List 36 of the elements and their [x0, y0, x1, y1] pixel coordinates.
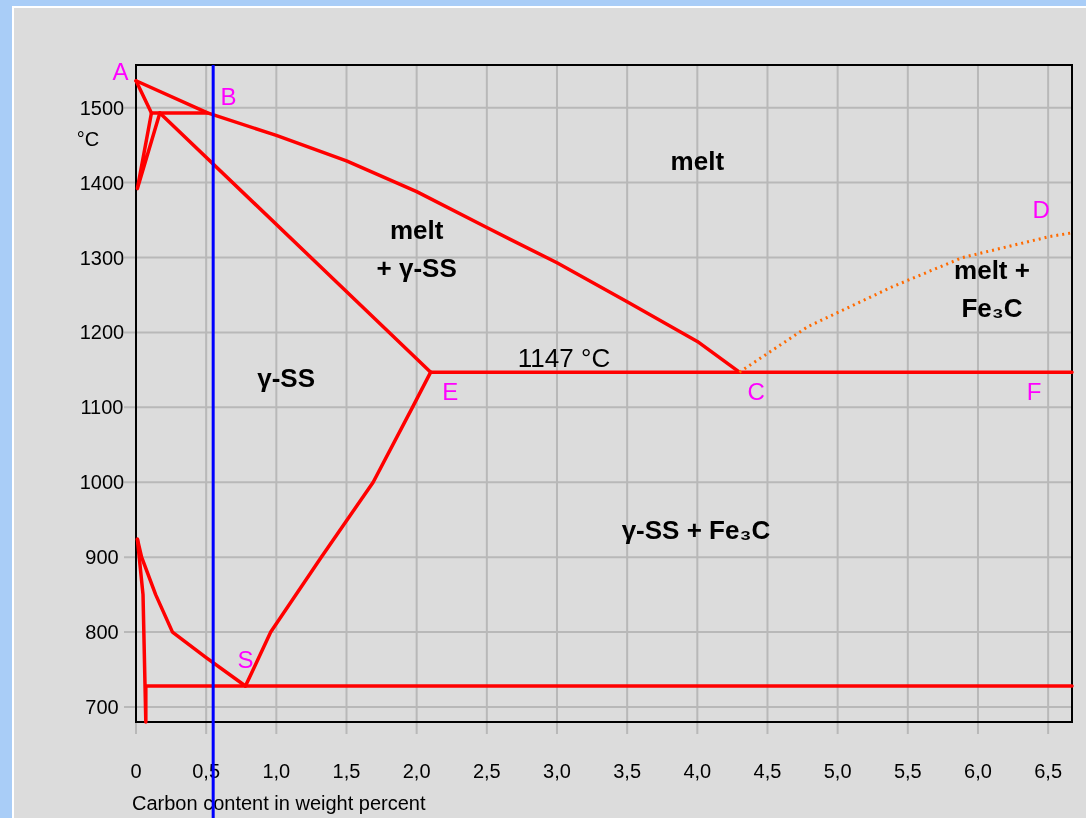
y-axis-title: °C — [76, 127, 100, 150]
y-tick-label: 1100 — [80, 396, 124, 419]
x-tick-label: 1,5 — [332, 760, 361, 782]
y-tick-label: 1400 — [79, 171, 125, 194]
x-tick-label: 5,5 — [893, 760, 922, 782]
annotation: F — [1026, 378, 1042, 406]
x-tick-label: 0 — [130, 760, 142, 782]
annotation: E — [442, 378, 459, 406]
y-tick-label: 1500 — [79, 96, 125, 119]
annotation: D — [1032, 195, 1050, 223]
y-tick-label: 1200 — [79, 321, 125, 344]
x-tick-label: 5,0 — [823, 760, 852, 782]
y-tick-label: 1000 — [79, 471, 125, 494]
y-tick-label: 700 — [85, 696, 119, 719]
x-tick-label: 3,0 — [543, 760, 571, 782]
y-tick-label: 800 — [85, 621, 119, 644]
annotation: melt + Fe₃C — [954, 255, 1030, 324]
x-tick-label: 6,0 — [964, 760, 992, 782]
annotation: B — [220, 83, 237, 111]
x-tick-label: 3,5 — [613, 760, 642, 782]
x-tick-label: 4,5 — [753, 760, 782, 782]
x-tick-label: 6,5 — [1034, 760, 1063, 782]
annotation: 1147 °C — [517, 342, 611, 373]
text: A — [112, 57, 129, 85]
x-tick-label: 1,0 — [262, 760, 291, 782]
x-tick-label: 2,5 — [472, 760, 501, 782]
annotation: γ-SS — [257, 362, 316, 393]
y-tick-label: 900 — [85, 546, 119, 569]
annotation: melt + γ-SS — [376, 215, 457, 284]
annotation: γ-SS + Fe₃C — [621, 514, 771, 545]
annotation: S — [237, 645, 254, 673]
x-tick-label: 4,0 — [683, 760, 712, 782]
annotation: C — [747, 378, 765, 406]
annotation: melt — [670, 145, 725, 176]
y-tick-label: 1300 — [79, 246, 125, 269]
x-tick-label: 2,0 — [402, 760, 431, 782]
